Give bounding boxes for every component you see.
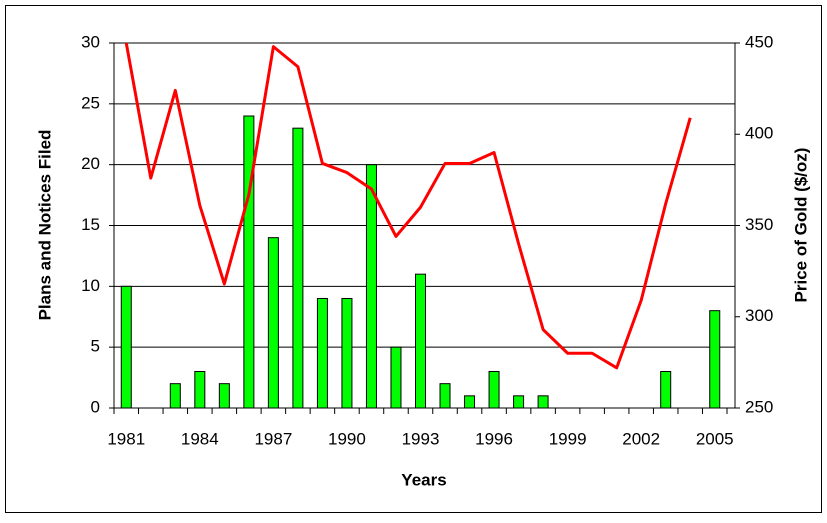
bar bbox=[513, 395, 525, 409]
y-tick-label: 5 bbox=[91, 337, 100, 356]
bar bbox=[120, 285, 132, 409]
y-axis-title: Plans and Notices Filed bbox=[35, 130, 54, 321]
bar bbox=[169, 383, 181, 409]
x-tick-label: 1987 bbox=[254, 429, 292, 448]
bar bbox=[439, 383, 451, 409]
bar bbox=[464, 395, 476, 409]
y-tick-label: 25 bbox=[81, 93, 100, 112]
y-tick-label: 10 bbox=[81, 276, 100, 295]
bar bbox=[292, 127, 304, 409]
bar bbox=[218, 383, 230, 409]
bar bbox=[194, 371, 206, 409]
y2-tick-label: 450 bbox=[745, 32, 773, 51]
x-tick-label: 2002 bbox=[622, 429, 660, 448]
y2-tick-label: 250 bbox=[745, 397, 773, 416]
bar bbox=[365, 164, 377, 409]
bar bbox=[415, 273, 426, 409]
y2-tick-label: 300 bbox=[745, 306, 773, 325]
y-tick-label: 0 bbox=[91, 397, 100, 416]
x-tick-label: 1999 bbox=[549, 429, 587, 448]
bar bbox=[267, 237, 279, 409]
x-tick-label: 1981 bbox=[107, 429, 145, 448]
y-tick-label: 15 bbox=[81, 215, 100, 234]
x-tick-label: 1984 bbox=[181, 429, 219, 448]
y2-tick-label: 400 bbox=[745, 124, 773, 143]
chart-frame bbox=[5, 5, 822, 513]
x-tick-label: 1990 bbox=[328, 429, 366, 448]
y2-tick-label: 350 bbox=[745, 215, 773, 234]
line bbox=[124, 42, 692, 370]
x-tick-label: 1993 bbox=[402, 429, 440, 448]
bar bbox=[660, 371, 672, 409]
y-tick-label: 20 bbox=[81, 154, 100, 173]
y2-axis-title: Price of Gold ($/oz) bbox=[791, 148, 810, 303]
y-tick-label: 30 bbox=[81, 32, 100, 51]
bar bbox=[341, 298, 353, 409]
bar bbox=[390, 346, 402, 409]
bar bbox=[709, 310, 721, 409]
x-tick-label: 1996 bbox=[475, 429, 513, 448]
x-tick-label: 2005 bbox=[696, 429, 734, 448]
bar bbox=[488, 371, 500, 409]
bar bbox=[316, 298, 328, 409]
bar bbox=[243, 115, 255, 409]
x-axis-title: Years bbox=[401, 470, 446, 489]
bar bbox=[537, 395, 549, 409]
